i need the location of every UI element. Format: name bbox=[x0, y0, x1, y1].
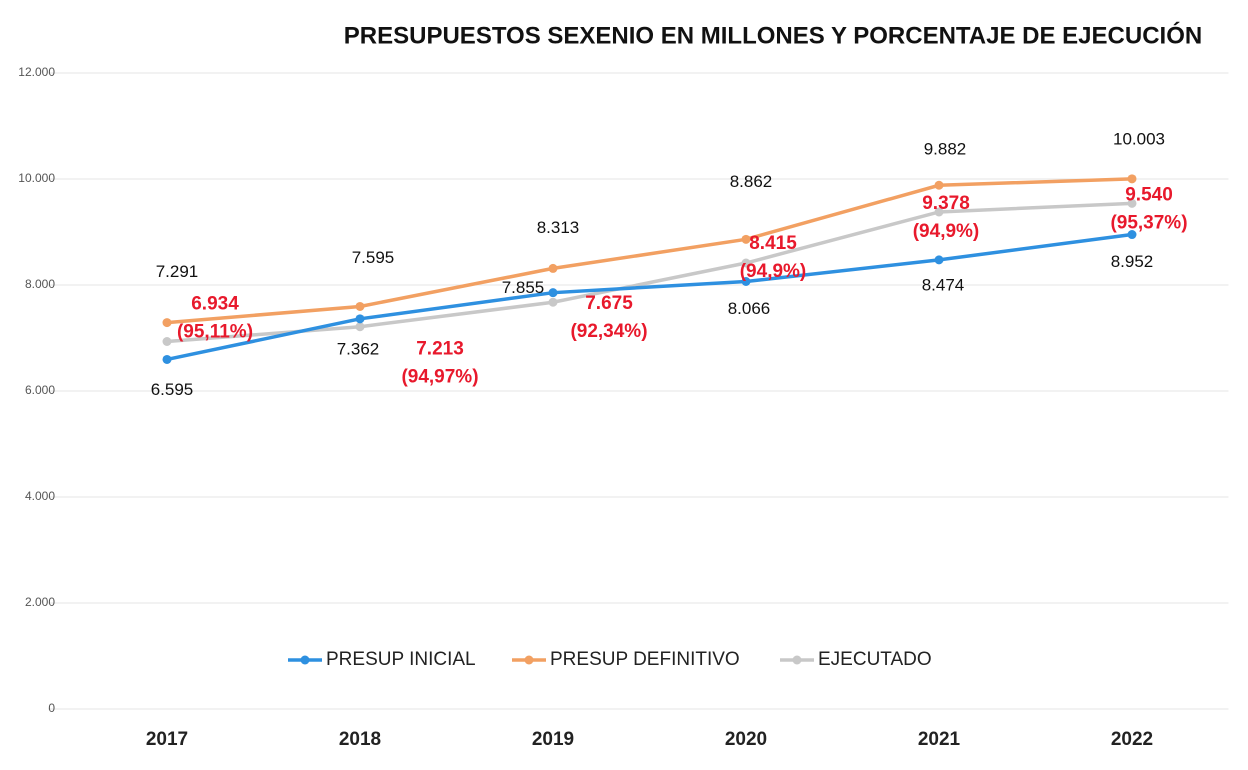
value-label: 8.862 bbox=[730, 172, 773, 191]
y-tick-label: 6.000 bbox=[25, 383, 55, 397]
value-label: 8.066 bbox=[728, 299, 771, 318]
y-tick-label: 10.000 bbox=[18, 171, 55, 185]
legend-marker bbox=[524, 655, 534, 665]
point bbox=[355, 301, 365, 311]
point bbox=[934, 207, 944, 217]
value-label: 8.415 bbox=[749, 233, 797, 254]
point bbox=[548, 288, 558, 298]
point bbox=[162, 318, 172, 328]
point bbox=[355, 322, 365, 332]
point bbox=[162, 336, 172, 346]
series-line bbox=[166, 201, 1133, 344]
value-label: 7.855 bbox=[502, 278, 545, 297]
value-label: 8.952 bbox=[1111, 252, 1154, 271]
point bbox=[934, 180, 944, 190]
point bbox=[548, 297, 558, 307]
percent-label: (92,34%) bbox=[570, 321, 647, 342]
percent-label: (95,37%) bbox=[1110, 212, 1187, 233]
value-label: 7.291 bbox=[156, 262, 199, 281]
legend-label: PRESUP INICIAL bbox=[326, 649, 476, 670]
point bbox=[162, 354, 172, 364]
point bbox=[1127, 198, 1137, 208]
legend-marker bbox=[300, 655, 310, 665]
x-tick-label: 2022 bbox=[1111, 729, 1153, 750]
x-tick-label: 2018 bbox=[339, 729, 381, 750]
legend-label: EJECUTADO bbox=[818, 649, 932, 670]
x-tick-label: 2021 bbox=[918, 729, 961, 750]
point bbox=[741, 258, 751, 268]
value-label: 9.378 bbox=[922, 193, 970, 214]
chart-title: PRESUPUESTOS SEXENIO EN MILLONES Y PORCE… bbox=[344, 21, 1202, 49]
legend-label: PRESUP DEFINITIVO bbox=[550, 649, 740, 670]
series-line bbox=[166, 232, 1133, 362]
point bbox=[1127, 174, 1137, 184]
value-label: 9.540 bbox=[1125, 184, 1173, 205]
value-label: 7.362 bbox=[337, 339, 380, 358]
point bbox=[548, 263, 558, 273]
legend-marker bbox=[792, 655, 802, 665]
value-label: 9.882 bbox=[924, 140, 967, 159]
y-tick-label: 0 bbox=[48, 701, 55, 715]
value-label: 6.934 bbox=[191, 294, 239, 315]
percent-label: (94,9%) bbox=[913, 221, 980, 242]
series-line bbox=[166, 177, 1133, 325]
y-tick-label: 2.000 bbox=[25, 595, 55, 609]
value-label: 6.595 bbox=[151, 380, 194, 399]
value-label: 10.003 bbox=[1113, 129, 1165, 148]
y-tick-label: 12.000 bbox=[18, 65, 55, 79]
point bbox=[355, 314, 365, 324]
value-label: 7.675 bbox=[585, 293, 633, 314]
percent-label: (94,97%) bbox=[401, 367, 478, 388]
x-tick-label: 2019 bbox=[532, 729, 574, 750]
value-label: 8.313 bbox=[537, 218, 580, 237]
value-label: 7.213 bbox=[416, 339, 464, 360]
percent-label: (95,11%) bbox=[177, 322, 253, 343]
point bbox=[741, 234, 751, 244]
value-label: 7.595 bbox=[352, 248, 395, 267]
x-tick-label: 2017 bbox=[146, 729, 188, 750]
point bbox=[741, 277, 751, 287]
x-tick-label: 2020 bbox=[725, 729, 767, 750]
point bbox=[1127, 230, 1137, 240]
percent-label: (94,9%) bbox=[740, 261, 807, 282]
value-label: 8.474 bbox=[922, 275, 965, 294]
y-tick-label: 8.000 bbox=[25, 277, 55, 291]
point bbox=[934, 255, 944, 265]
y-tick-label: 4.000 bbox=[25, 489, 55, 503]
